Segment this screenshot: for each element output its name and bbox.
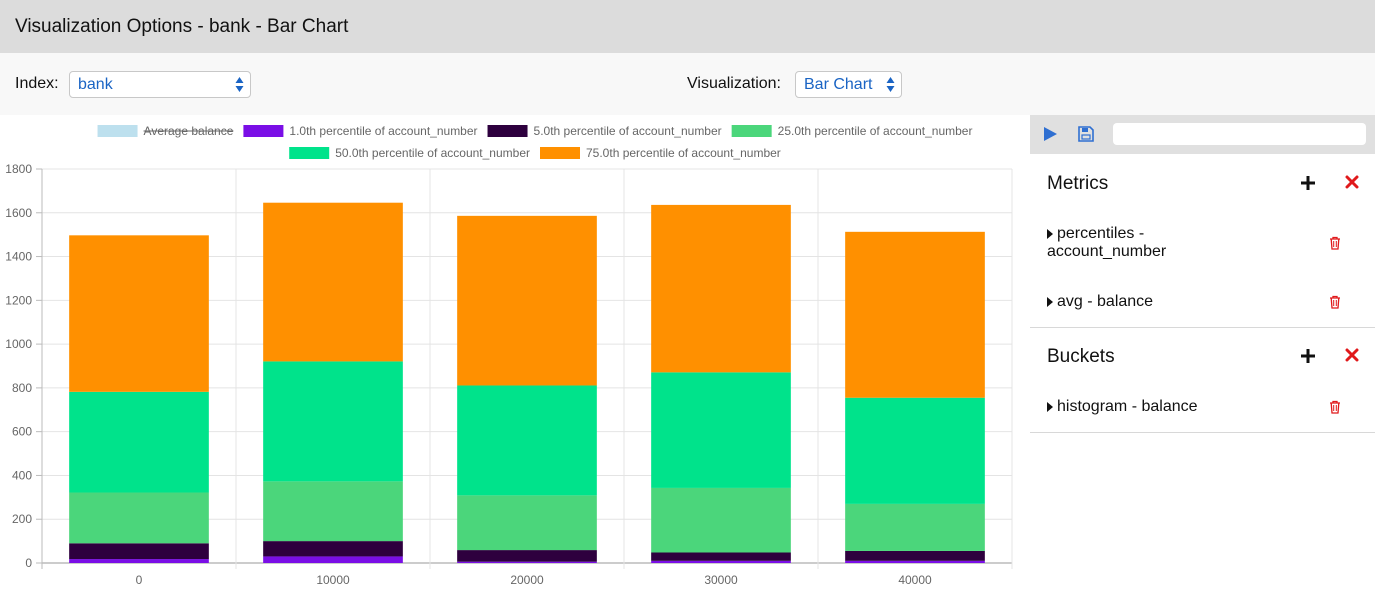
legend-swatch[interactable] (487, 125, 528, 137)
legend-swatch[interactable] (540, 147, 580, 159)
buckets-title: Buckets (1047, 346, 1115, 367)
y-tick-label: 1400 (5, 250, 32, 264)
caret-right-icon[interactable] (1047, 229, 1053, 239)
bar-segment[interactable] (845, 397, 985, 504)
bar-segment[interactable] (651, 372, 791, 488)
metrics-title: Metrics (1047, 173, 1109, 194)
y-tick-label: 800 (12, 381, 32, 395)
x-tick-label: 20000 (510, 573, 544, 587)
y-tick-label: 1600 (5, 206, 32, 220)
trash-icon[interactable] (1329, 400, 1341, 414)
bar-segment[interactable] (69, 543, 209, 560)
metric-item-label-line2: account_number (1047, 243, 1167, 260)
bar-segment[interactable] (845, 231, 985, 398)
window-title: Visualization Options - bank - Bar Chart (15, 15, 349, 37)
bar-segment[interactable] (845, 503, 985, 551)
bar-segment[interactable] (845, 560, 985, 563)
bar-segment[interactable] (457, 495, 597, 551)
legend-label[interactable]: 75.0th percentile of account_number (586, 146, 781, 160)
x-tick-label: 40000 (898, 573, 932, 587)
index-select[interactable]: bank (69, 71, 251, 98)
metrics-section-header: Metrics (1030, 163, 1375, 203)
visualization-select[interactable]: Bar Chart (795, 71, 902, 98)
bar-segment[interactable] (651, 204, 791, 373)
bar-segment[interactable] (263, 361, 403, 482)
options-toolbar: Index: bank Visualization: Bar Chart (0, 53, 1375, 115)
trash-icon[interactable] (1329, 295, 1341, 309)
bar-segment[interactable] (651, 487, 791, 553)
y-tick-label: 1800 (5, 162, 32, 176)
save-icon[interactable] (1077, 125, 1095, 143)
bar-segment[interactable] (263, 556, 403, 563)
legend-label[interactable]: 50.0th percentile of account_number (335, 146, 530, 160)
chart-area: Average balance 1.0th percentile of accou… (0, 115, 1030, 591)
section-divider (1030, 432, 1375, 433)
y-tick-label: 1000 (5, 337, 32, 351)
bucket-item-label: histogram - balance (1057, 398, 1198, 415)
metric-item-avg[interactable]: avg - balance (1030, 293, 1375, 315)
metric-item-label: avg - balance (1057, 293, 1154, 310)
remove-buckets-icon[interactable] (1345, 348, 1359, 362)
legend-label[interactable]: 25.0th percentile of account_number (778, 124, 973, 138)
panel-search-input[interactable] (1113, 123, 1366, 145)
select-arrows-icon (886, 77, 895, 92)
legend-swatch[interactable] (97, 125, 138, 137)
y-tick-label: 600 (12, 425, 32, 439)
select-arrows-icon (235, 77, 244, 92)
index-select-value: bank (78, 75, 113, 93)
metric-item-label-line1: percentiles - (1057, 225, 1145, 242)
bar-segment[interactable] (457, 550, 597, 562)
x-tick-label: 0 (136, 573, 143, 587)
add-bucket-icon[interactable] (1300, 348, 1316, 364)
x-tick-label: 30000 (704, 573, 738, 587)
bar-segment[interactable] (69, 391, 209, 493)
y-tick-label: 400 (12, 468, 32, 482)
legend-label[interactable]: 5.0th percentile of account_number (534, 124, 722, 138)
bar-segment[interactable] (69, 235, 209, 392)
play-icon[interactable] (1041, 125, 1059, 143)
panel-toolbar (1030, 115, 1375, 154)
chart-legend[interactable]: Average balance 1.0th percentile of accou… (97, 124, 973, 160)
index-label: Index: (15, 75, 59, 92)
buckets-section-header: Buckets (1030, 336, 1375, 376)
chart-bars (69, 202, 985, 563)
x-tick-label: 10000 (316, 573, 350, 587)
bucket-item-histogram[interactable]: histogram - balance (1030, 398, 1375, 420)
bar-segment[interactable] (651, 552, 791, 561)
visualization-select-value: Bar Chart (804, 75, 873, 93)
caret-right-icon[interactable] (1047, 297, 1053, 307)
remove-metrics-icon[interactable] (1345, 175, 1359, 189)
bar-segment[interactable] (457, 215, 597, 386)
trash-icon[interactable] (1329, 236, 1341, 250)
bar-segment[interactable] (263, 481, 403, 542)
editor-panel: Metrics percentiles - account_number avg… (1030, 115, 1375, 591)
y-tick-label: 0 (25, 556, 32, 570)
legend-swatch[interactable] (243, 125, 284, 137)
y-tick-label: 1200 (5, 293, 32, 307)
bar-segment[interactable] (69, 559, 209, 563)
bar-segment[interactable] (457, 385, 597, 496)
y-tick-label: 200 (12, 512, 32, 526)
bar-segment[interactable] (263, 541, 403, 557)
visualization-label: Visualization: (687, 75, 781, 92)
legend-swatch[interactable] (731, 125, 772, 137)
metric-item-percentiles[interactable]: percentiles - account_number (1030, 223, 1375, 267)
bar-segment[interactable] (651, 560, 791, 563)
bar-chart: Average balance 1.0th percentile of accou… (5, 124, 1013, 587)
caret-right-icon[interactable] (1047, 402, 1053, 412)
title-bar: Visualization Options - bank - Bar Chart (0, 0, 1375, 53)
bar-segment[interactable] (69, 492, 209, 544)
bar-segment[interactable] (845, 550, 985, 561)
add-metric-icon[interactable] (1300, 175, 1316, 191)
section-divider (1030, 327, 1375, 328)
chart-axes: 0 200 400 600 800 1000 1200 1400 1600 1800 0 10000 2… (5, 162, 932, 587)
bar-segment[interactable] (457, 561, 597, 563)
legend-label[interactable]: 1.0th percentile of account_number (289, 124, 477, 138)
bar-segment[interactable] (263, 202, 403, 362)
legend-swatch[interactable] (289, 147, 330, 159)
